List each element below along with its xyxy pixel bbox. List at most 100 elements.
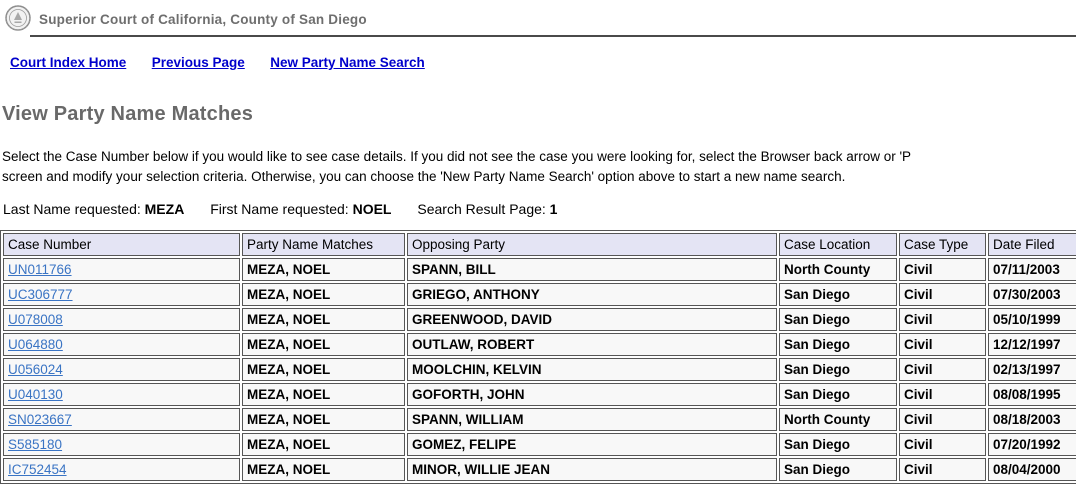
column-header-case-number: Case Number — [3, 233, 240, 256]
case-location-cell: San Diego — [779, 283, 897, 306]
table-row: U078008 MEZA, NOEL GREENWOOD, DAVID San … — [3, 308, 1076, 331]
column-header-case-type: Case Type — [899, 233, 986, 256]
case-number-link[interactable]: U040130 — [8, 387, 63, 402]
request-summary: Last Name requested: MEZA First Name req… — [3, 201, 1076, 217]
case-number-link[interactable]: UN011766 — [8, 262, 72, 277]
case-number-link[interactable]: UC306777 — [8, 287, 73, 302]
date-filed-cell: 02/13/1997 — [988, 358, 1076, 381]
case-number-cell: UN011766 — [3, 258, 240, 281]
case-location-cell: North County — [779, 258, 897, 281]
case-location-cell: San Diego — [779, 358, 897, 381]
table-header-row: Case Number Party Name Matches Opposing … — [3, 233, 1076, 256]
case-number-cell: UC306777 — [3, 283, 240, 306]
party-name-cell: MEZA, NOEL — [242, 258, 405, 281]
table-row: UC306777 MEZA, NOEL GRIEGO, ANTHONY San … — [3, 283, 1076, 306]
column-header-date-filed: Date Filed — [988, 233, 1076, 256]
case-number-link[interactable]: U056024 — [8, 362, 63, 377]
banner: Superior Court of California, County of … — [0, 0, 1076, 31]
case-type-cell: Civil — [899, 358, 986, 381]
intro-text: Select the Case Number below if you woul… — [2, 147, 1076, 187]
date-filed-cell: 08/08/1995 — [988, 383, 1076, 406]
opposing-party-cell: OUTLAW, ROBERT — [407, 333, 777, 356]
case-results-table: Case Number Party Name Matches Opposing … — [0, 230, 1076, 484]
table-row: SN023667 MEZA, NOEL SPANN, WILLIAM North… — [3, 408, 1076, 431]
banner-divider — [30, 35, 1076, 37]
opposing-party-cell: SPANN, WILLIAM — [407, 408, 777, 431]
case-location-cell: San Diego — [779, 433, 897, 456]
case-location-cell: San Diego — [779, 383, 897, 406]
table-row: UN011766 MEZA, NOEL SPANN, BILL North Co… — [3, 258, 1076, 281]
last-name-label: Last Name requested: — [3, 201, 141, 217]
case-number-link[interactable]: U078008 — [8, 312, 63, 327]
nav-link-new-party-name-search[interactable]: New Party Name Search — [270, 55, 425, 70]
intro-line-2: screen and modify your selection criteri… — [2, 169, 846, 184]
first-name-value: NOEL — [352, 201, 392, 217]
opposing-party-cell: MINOR, WILLIE JEAN — [407, 458, 777, 481]
case-number-cell: U040130 — [3, 383, 240, 406]
last-name-value: MEZA — [144, 201, 185, 217]
case-number-cell: S585180 — [3, 433, 240, 456]
case-location-cell: San Diego — [779, 458, 897, 481]
case-location-cell: San Diego — [779, 333, 897, 356]
case-number-cell: U064880 — [3, 333, 240, 356]
case-number-cell: SN023667 — [3, 408, 240, 431]
case-type-cell: Civil — [899, 408, 986, 431]
party-name-cell: MEZA, NOEL — [242, 383, 405, 406]
date-filed-cell: 08/04/2000 — [988, 458, 1076, 481]
case-number-cell: U056024 — [3, 358, 240, 381]
date-filed-cell: 07/30/2003 — [988, 283, 1076, 306]
party-name-cell: MEZA, NOEL — [242, 458, 405, 481]
case-number-link[interactable]: SN023667 — [8, 412, 72, 427]
result-page-label: Search Result Page: — [417, 201, 546, 217]
case-number-link[interactable]: IC752454 — [8, 462, 67, 477]
date-filed-cell: 07/20/1992 — [988, 433, 1076, 456]
column-header-party-name-matches: Party Name Matches — [242, 233, 405, 256]
banner-title: Superior Court of California, County of … — [39, 11, 367, 27]
case-type-cell: Civil — [899, 458, 986, 481]
case-number-cell: IC752454 — [3, 458, 240, 481]
column-header-case-location: Case Location — [779, 233, 897, 256]
date-filed-cell: 05/10/1999 — [988, 308, 1076, 331]
table-row: IC752454 MEZA, NOEL MINOR, WILLIE JEAN S… — [3, 458, 1076, 481]
intro-line-1: Select the Case Number below if you woul… — [2, 149, 912, 164]
page-title: View Party Name Matches — [2, 103, 254, 125]
court-seal-icon — [5, 5, 31, 31]
nav-link-court-index-home[interactable]: Court Index Home — [10, 55, 127, 70]
case-location-cell: San Diego — [779, 308, 897, 331]
nav-links: Court Index Home Previous Page New Party… — [10, 54, 1076, 72]
date-filed-cell: 12/12/1997 — [988, 333, 1076, 356]
column-header-opposing-party: Opposing Party — [407, 233, 777, 256]
date-filed-cell: 08/18/2003 — [988, 408, 1076, 431]
table-row: U056024 MEZA, NOEL MOOLCHIN, KELVIN San … — [3, 358, 1076, 381]
opposing-party-cell: MOOLCHIN, KELVIN — [407, 358, 777, 381]
party-name-cell: MEZA, NOEL — [242, 333, 405, 356]
nav-link-previous-page[interactable]: Previous Page — [151, 55, 245, 70]
opposing-party-cell: SPANN, BILL — [407, 258, 777, 281]
case-type-cell: Civil — [899, 258, 986, 281]
party-name-cell: MEZA, NOEL — [242, 308, 405, 331]
case-type-cell: Civil — [899, 308, 986, 331]
table-row: U040130 MEZA, NOEL GOFORTH, JOHN San Die… — [3, 383, 1076, 406]
party-name-cell: MEZA, NOEL — [242, 433, 405, 456]
case-location-cell: North County — [779, 408, 897, 431]
case-type-cell: Civil — [899, 433, 986, 456]
case-type-cell: Civil — [899, 333, 986, 356]
opposing-party-cell: GOMEZ, FELIPE — [407, 433, 777, 456]
result-page-value: 1 — [549, 201, 558, 217]
case-number-link[interactable]: S585180 — [8, 437, 63, 452]
case-table-body: UN011766 MEZA, NOEL SPANN, BILL North Co… — [3, 258, 1076, 481]
case-type-cell: Civil — [899, 383, 986, 406]
party-name-cell: MEZA, NOEL — [242, 358, 405, 381]
case-number-link[interactable]: U064880 — [8, 337, 63, 352]
opposing-party-cell: GREENWOOD, DAVID — [407, 308, 777, 331]
table-row: U064880 MEZA, NOEL OUTLAW, ROBERT San Di… — [3, 333, 1076, 356]
party-name-cell: MEZA, NOEL — [242, 408, 405, 431]
party-name-cell: MEZA, NOEL — [242, 283, 405, 306]
table-row: S585180 MEZA, NOEL GOMEZ, FELIPE San Die… — [3, 433, 1076, 456]
opposing-party-cell: GRIEGO, ANTHONY — [407, 283, 777, 306]
date-filed-cell: 07/11/2003 — [988, 258, 1076, 281]
first-name-label: First Name requested: — [210, 201, 349, 217]
case-number-cell: U078008 — [3, 308, 240, 331]
opposing-party-cell: GOFORTH, JOHN — [407, 383, 777, 406]
case-type-cell: Civil — [899, 283, 986, 306]
